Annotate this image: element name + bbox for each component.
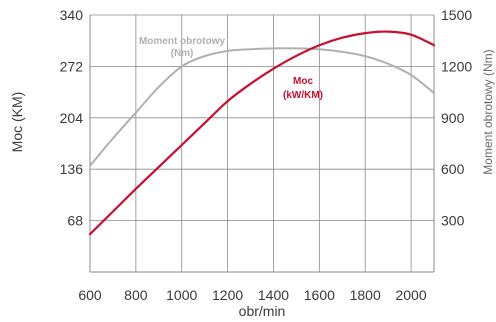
- left-tick-label: 340: [60, 7, 84, 23]
- left-axis-title: Moc (KM): [9, 92, 25, 153]
- x-tick-label: 1000: [166, 287, 197, 303]
- grid-lines: [90, 14, 434, 272]
- left-axis-ticks: 68 136 204 272 340: [60, 7, 84, 229]
- right-tick-label: 1200: [441, 58, 472, 74]
- right-tick-label: 1500: [441, 7, 472, 23]
- left-tick-label: 272: [60, 58, 84, 74]
- right-tick-label: 900: [441, 110, 465, 126]
- right-axis-ticks: 300 600 900 1200 1500: [441, 7, 472, 229]
- right-tick-label: 300: [441, 213, 465, 229]
- right-tick-label: 600: [441, 161, 465, 177]
- x-tick-label: 600: [78, 287, 102, 303]
- x-axis-title: obr/min: [239, 303, 286, 319]
- power-series-line: [88, 30, 436, 236]
- x-tick-label: 1400: [258, 287, 289, 303]
- power-annotation-line1: Moc: [293, 76, 313, 87]
- left-tick-label: 204: [60, 110, 84, 126]
- left-tick-label: 136: [60, 161, 84, 177]
- torque-annotation-line2: (Nm): [171, 48, 194, 59]
- x-tick-label: 1800: [350, 287, 381, 303]
- x-tick-label: 1200: [212, 287, 243, 303]
- torque-annotation-line1: Moment obrotowy: [139, 36, 226, 47]
- plot-frame: [89, 15, 435, 273]
- series-group: [88, 30, 436, 236]
- x-tick-label: 1600: [304, 287, 335, 303]
- power-annotation-line2: (kW/KM): [283, 90, 323, 101]
- x-tick-label: 2000: [395, 287, 426, 303]
- right-axis-title: Moment obrotowy (Nm): [481, 49, 495, 174]
- torque-series-line: [89, 47, 435, 167]
- series-annotations: Moc (kW/KM) Moment obrotowy(Nm): [139, 36, 323, 101]
- x-tick-label: 800: [124, 287, 148, 303]
- left-tick-label: 68: [67, 213, 83, 229]
- x-axis-ticks: 600 800 1000 1200 1400 1600 1800 2000: [78, 287, 427, 303]
